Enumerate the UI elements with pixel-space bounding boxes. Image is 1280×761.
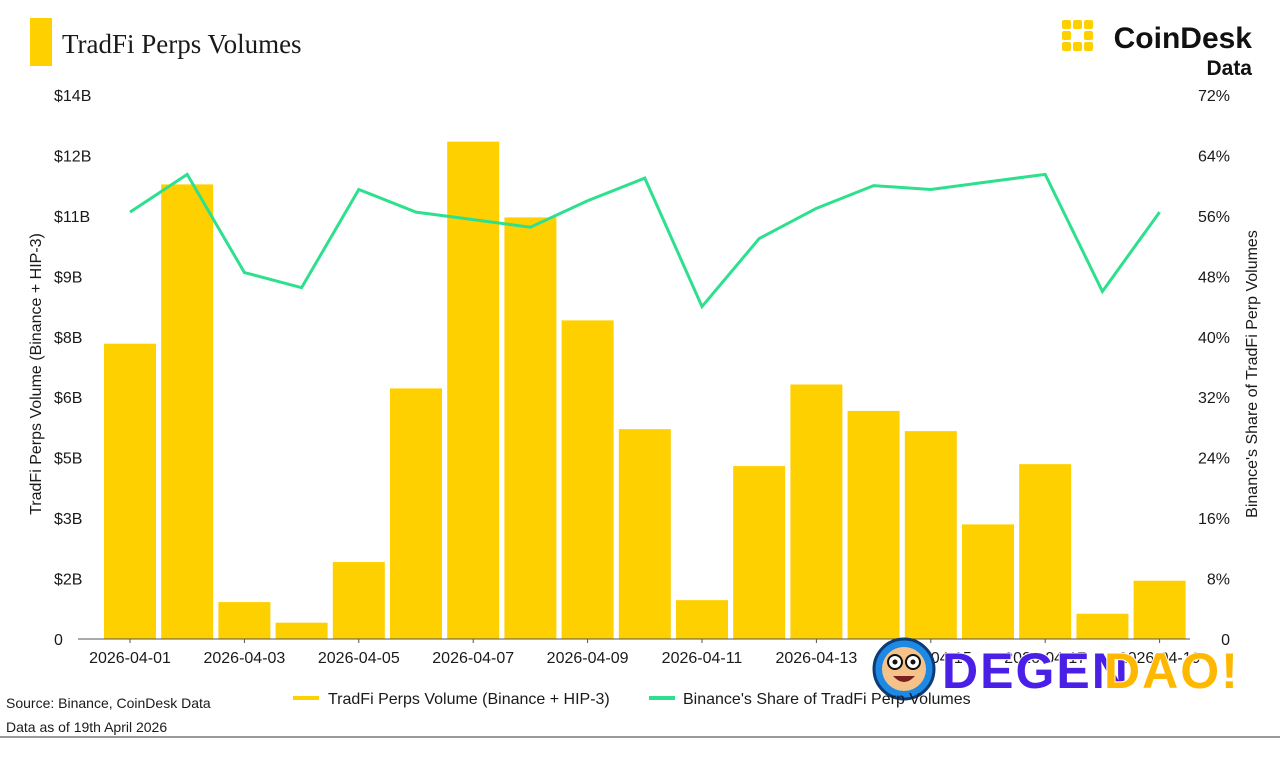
x-tick-label: 2026-04-11 — [662, 650, 743, 667]
y2-tick-label: 64% — [1198, 148, 1230, 165]
y-axis-title: TradFi Perps Volume (Binance + HIP-3) — [28, 233, 45, 515]
y-tick-label: $11B — [54, 209, 90, 226]
y-tick-label: $3B — [54, 511, 82, 528]
bar — [562, 320, 614, 639]
y-tick-label: 0 — [54, 632, 63, 649]
source-note: Source: Binance, CoinDesk Data — [6, 695, 211, 711]
line-series — [130, 174, 1160, 306]
y2-tick-label: 24% — [1198, 451, 1230, 468]
y2-axis-title: Binance's Share of TradFi Perp Volumes — [1244, 230, 1261, 518]
x-tick-label: 2026-04-13 — [775, 650, 857, 667]
bar — [218, 602, 270, 639]
bar — [104, 344, 156, 639]
bar-series — [104, 142, 1186, 639]
y-tick-label: $9B — [54, 269, 82, 286]
bar — [504, 217, 556, 639]
coindesk-logo-icon — [1062, 20, 1093, 51]
y2-tick-label: 40% — [1198, 330, 1230, 347]
y-tick-label: $14B — [54, 88, 91, 105]
y2-tick-label: 32% — [1198, 390, 1230, 407]
share-line — [130, 174, 1160, 306]
bar — [1076, 614, 1128, 639]
watermark-mascot-icon — [874, 639, 934, 699]
x-tick-label: 2026-04-01 — [89, 650, 171, 667]
bar — [848, 411, 900, 639]
x-tick-label: 2026-04-09 — [547, 650, 629, 667]
bar — [1134, 581, 1186, 639]
bar — [1019, 464, 1071, 639]
bar — [390, 388, 442, 639]
bar — [790, 384, 842, 639]
bar — [161, 184, 213, 639]
brand-sub: Data — [1206, 57, 1252, 80]
y-axis-ticks: 0 $2B $3B $5B $6B $8B $9B $11B $12B $14B — [54, 88, 91, 649]
page-title: TradFi Perps Volumes — [62, 29, 302, 59]
degendao-watermark: DEGEN DAO! — [874, 639, 1240, 699]
bar — [619, 429, 671, 639]
y-tick-label: $12B — [54, 148, 91, 165]
y-tick-label: $8B — [54, 330, 82, 347]
brand-name: CoinDesk — [1114, 22, 1253, 55]
y-tick-label: $5B — [54, 451, 82, 468]
bar — [333, 562, 385, 639]
as-of-note: Data as of 19th April 2026 — [6, 719, 167, 735]
legend-label-volume: TradFi Perps Volume (Binance + HIP-3) — [328, 691, 610, 708]
y-tick-label: $6B — [54, 390, 82, 407]
y2-tick-label: 8% — [1207, 572, 1230, 589]
legend-item-volume: TradFi Perps Volume (Binance + HIP-3) — [293, 691, 610, 708]
bar — [905, 431, 957, 639]
legend: TradFi Perps Volume (Binance + HIP-3) Bi… — [293, 691, 971, 708]
watermark-text-b: DAO! — [1104, 643, 1240, 699]
y2-axis-ticks: 08%16%24%32%40%48%56%64%72% — [1198, 88, 1230, 649]
bar — [733, 466, 785, 639]
y2-tick-label: 48% — [1198, 269, 1230, 286]
coindesk-logo: CoinDesk Data — [1062, 20, 1252, 80]
bar — [962, 524, 1014, 639]
y2-tick-label: 56% — [1198, 209, 1230, 226]
y-tick-label: $2B — [54, 572, 82, 589]
legend-item-share: Binance's Share of TradFi Perp Volumes — [649, 691, 971, 708]
x-tick-label: 2026-04-07 — [432, 650, 514, 667]
legend-label-share: Binance's Share of TradFi Perp Volumes — [683, 691, 971, 708]
x-tick-label: 2026-04-05 — [318, 650, 400, 667]
x-tick-label: 2026-04-03 — [203, 650, 285, 667]
bar — [676, 600, 728, 639]
title-accent-bar — [30, 18, 52, 66]
bar — [276, 623, 328, 639]
y2-tick-label: 72% — [1198, 88, 1230, 105]
y2-tick-label: 16% — [1198, 511, 1230, 528]
